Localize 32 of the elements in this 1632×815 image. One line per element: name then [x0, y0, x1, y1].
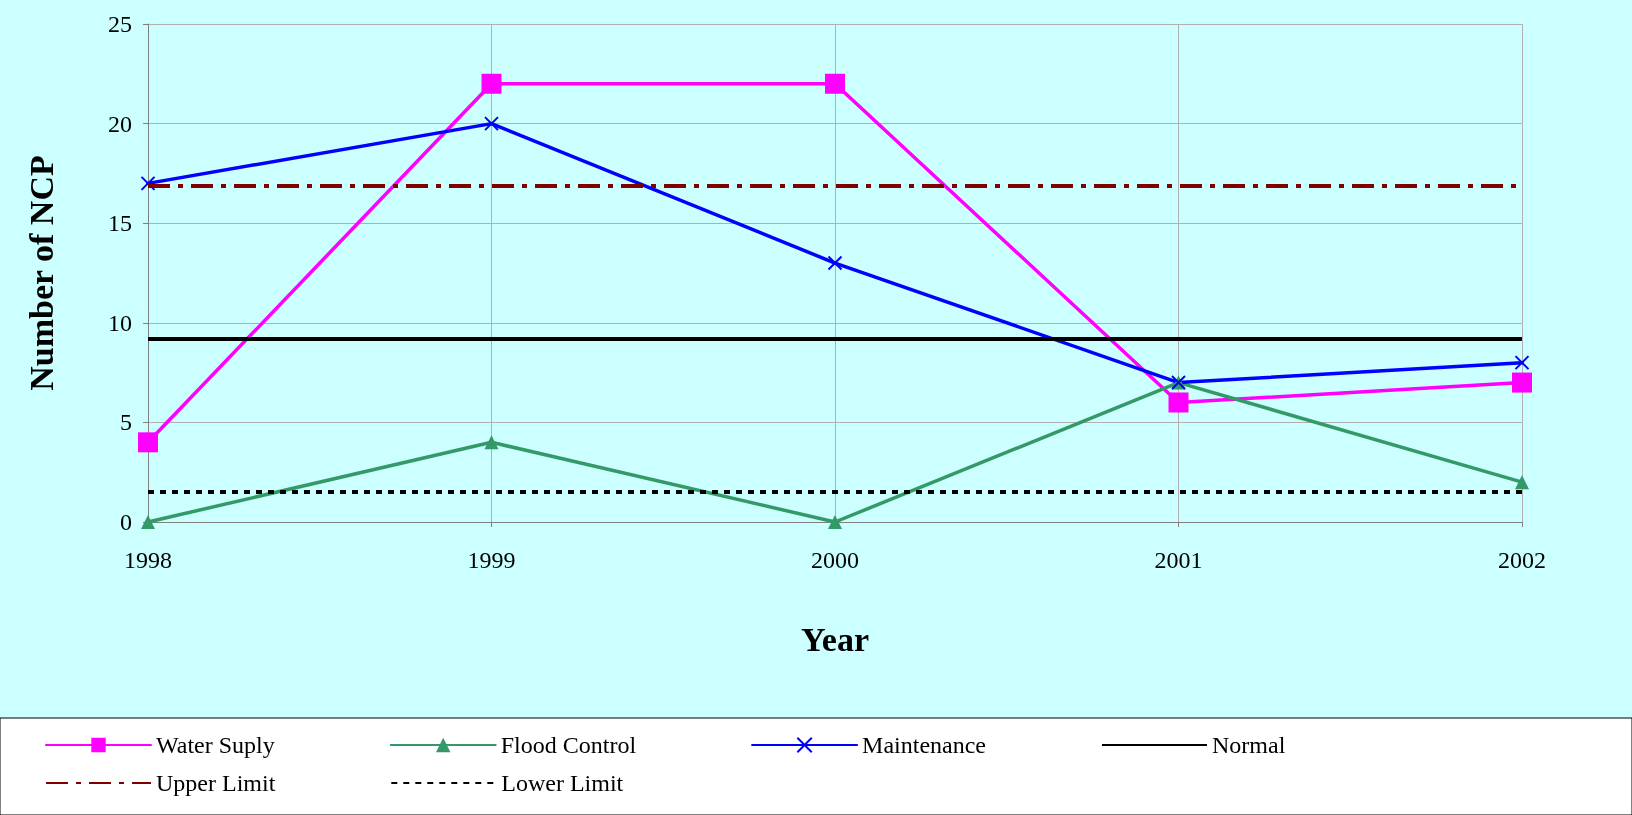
legend-label: Water Suply	[156, 732, 275, 758]
point	[138, 432, 158, 453]
point	[827, 255, 843, 271]
point	[828, 515, 842, 529]
point	[825, 73, 845, 94]
point	[1512, 372, 1532, 393]
point	[484, 435, 499, 450]
point	[484, 116, 499, 132]
legend-label: Upper Limit	[156, 770, 276, 796]
y-tick-label: 15	[108, 210, 132, 237]
y-tick-label: 10	[108, 309, 132, 336]
x-tick-label: 2001	[1154, 547, 1203, 573]
point	[141, 515, 155, 529]
legend-label: Lower Limit	[501, 770, 624, 796]
x-tick-label: 1999	[467, 547, 516, 573]
x-axis-title: Year	[801, 620, 869, 658]
legend-label: Flood Control	[500, 732, 637, 758]
legend-label: Normal	[1212, 732, 1286, 758]
y-tick-label: 25	[108, 11, 132, 37]
point	[1168, 392, 1189, 413]
point	[481, 73, 502, 94]
y-axis-title: Number of NCP	[22, 155, 60, 391]
y-tick-label: 0	[120, 509, 132, 535]
point	[140, 175, 156, 191]
legend-label: Maintenance	[862, 732, 986, 758]
y-tick-label: 5	[120, 409, 132, 436]
x-tick-label: 2000	[811, 547, 859, 573]
point	[1515, 475, 1529, 490]
y-tick-label: 20	[108, 110, 132, 137]
point	[1514, 355, 1530, 371]
x-tick-label: 1998	[124, 547, 172, 573]
x-tick-label: 2002	[1498, 547, 1546, 573]
